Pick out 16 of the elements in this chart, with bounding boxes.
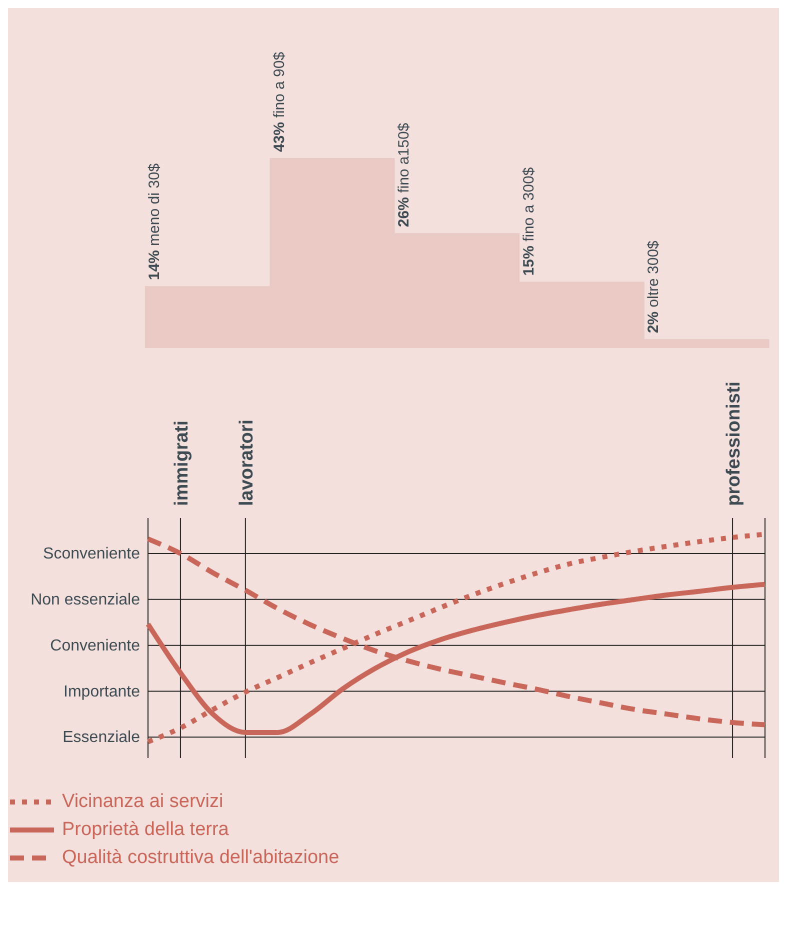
data-label: 26% fino a150$ (396, 122, 413, 228)
ref-line-label: Conveniente (50, 637, 140, 654)
ref-line-label: Non essenziale (30, 591, 140, 608)
legend-label: Vicinanza ai servizi (62, 791, 224, 813)
ref-line-label: Importante (64, 683, 140, 700)
x-tick-label: professionisti (724, 381, 745, 506)
data-label: 43% fino a 90$ (270, 51, 288, 152)
x-tick-label: immigrati (171, 420, 192, 506)
data-label: 2% oltre 300$ (645, 240, 662, 334)
data-label: 15% fino a 300$ (520, 166, 538, 276)
legend-label: Qualità costruttiva dell'abitazione (62, 847, 340, 869)
legend-label: Proprietà della terra (62, 819, 229, 841)
x-tick-label: lavoratori (236, 419, 258, 506)
data-label: 14% meno di 30$ (146, 162, 163, 280)
ref-line-label: Sconveniente (43, 546, 140, 563)
ref-line-label: Essenziale (62, 729, 140, 746)
